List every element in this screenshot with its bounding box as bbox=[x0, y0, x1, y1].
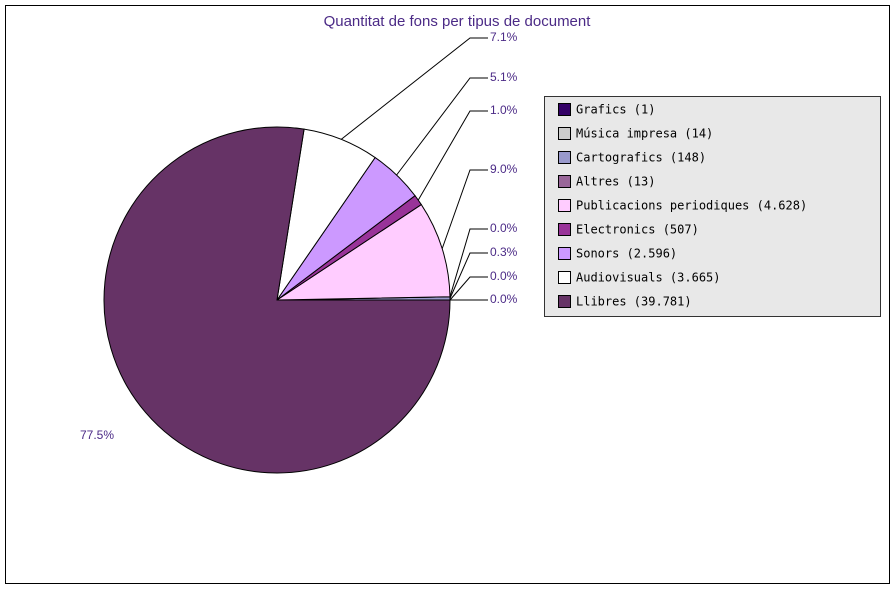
leader-line bbox=[449, 228, 488, 297]
legend-label: Publicacions periodiques (4.628) bbox=[576, 199, 807, 213]
legend-swatch bbox=[558, 199, 571, 212]
leader-line bbox=[396, 77, 488, 176]
legend-swatch bbox=[558, 223, 571, 236]
legend-label: Cartografics (148) bbox=[576, 151, 706, 165]
legend-label: Sonors (2.596) bbox=[576, 247, 677, 261]
leader-line bbox=[449, 252, 488, 299]
legend-box bbox=[544, 96, 881, 317]
legend-label: Audiovisuals (3.665) bbox=[576, 271, 721, 285]
leader-line bbox=[340, 37, 488, 140]
legend-swatch bbox=[558, 247, 571, 260]
pie-label: 0.0% bbox=[490, 292, 518, 306]
chart-title: Quantitat de fons per tipus de document bbox=[324, 13, 592, 30]
pie-label: 1.0% bbox=[490, 103, 518, 117]
legend-swatch bbox=[558, 175, 571, 188]
leader-line bbox=[417, 110, 488, 201]
pie-slice bbox=[275, 203, 451, 301]
legend-label: Electronics (507) bbox=[576, 223, 699, 237]
pie-label: 0.0% bbox=[490, 221, 518, 235]
legend-label: Llibres (39.781) bbox=[576, 295, 692, 309]
legend-label: Música impresa (14) bbox=[576, 127, 713, 141]
legend-swatch bbox=[558, 151, 571, 164]
legend-label: Grafics (1) bbox=[576, 103, 655, 117]
legend-label: Altres (13) bbox=[576, 175, 655, 189]
legend-swatch bbox=[558, 127, 571, 140]
legend-swatch bbox=[558, 271, 571, 284]
leader-line bbox=[441, 169, 488, 249]
legend-swatch bbox=[558, 295, 571, 308]
pie-label: 7.1% bbox=[490, 30, 518, 44]
pie-label: 9.0% bbox=[490, 162, 518, 176]
pie-label: 5.1% bbox=[490, 70, 518, 84]
pie-label: 77.5% bbox=[80, 428, 114, 442]
pie-slice bbox=[103, 126, 451, 474]
pie-label: 0.3% bbox=[490, 245, 518, 259]
leader-line bbox=[449, 276, 488, 301]
legend-swatch bbox=[558, 103, 571, 116]
pie-label: 0.0% bbox=[490, 269, 518, 283]
